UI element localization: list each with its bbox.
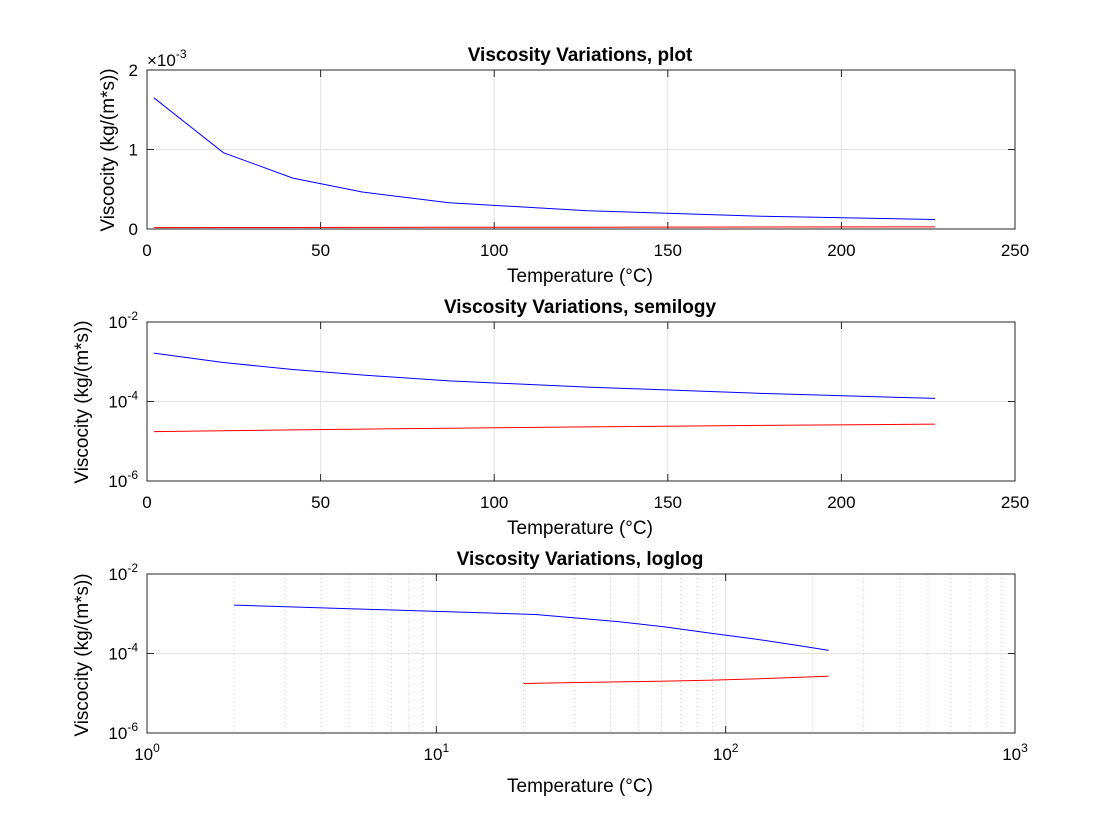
x-tick-label: 100 bbox=[134, 741, 160, 764]
series-lines bbox=[153, 97, 936, 229]
series-line-2 bbox=[523, 675, 829, 685]
x-tick-label: 0 bbox=[142, 241, 151, 260]
y-axis-exponent-multiplier: ×10-3 bbox=[147, 47, 187, 70]
subplot-semilogy: Viscosity Variations, semilogy Temperatu… bbox=[72, 297, 1029, 539]
series-lines bbox=[234, 604, 829, 685]
y-tick-label: 10-4 bbox=[108, 389, 138, 412]
x-axis-label: Temperature (°C) bbox=[507, 776, 653, 797]
y-axis-label: Viscocity (kg/(m*s)) bbox=[98, 68, 119, 231]
series-line-2 bbox=[153, 226, 936, 229]
x-tick-label: 100 bbox=[480, 493, 508, 512]
ticks: 100 101 102 103 10-6 10-4 10-2 bbox=[108, 561, 1028, 764]
x-tick-label: 150 bbox=[654, 493, 682, 512]
series-line-1 bbox=[153, 352, 936, 399]
y-axis-label: Viscocity (kg/(m*s)) bbox=[72, 320, 93, 483]
x-tick-label: 150 bbox=[654, 241, 682, 260]
subplot-title: Viscosity Variations, plot bbox=[468, 45, 693, 66]
axes-box bbox=[146, 573, 1016, 734]
y-tick-label: 10-6 bbox=[108, 468, 138, 491]
ticks: 0 50 100 150 200 250 10-6 10-4 10-2 bbox=[108, 309, 1029, 512]
y-tick-label: 1 bbox=[129, 141, 138, 160]
subplot-loglog: Viscosity Variations, loglog Temperature… bbox=[72, 549, 1028, 797]
x-tick-label: 100 bbox=[480, 241, 508, 260]
x-tick-label: 50 bbox=[311, 493, 330, 512]
axes-box bbox=[146, 321, 1016, 482]
subplot-title: Viscosity Variations, semilogy bbox=[444, 297, 717, 318]
x-tick-label: 200 bbox=[827, 493, 855, 512]
x-tick-label: 50 bbox=[311, 241, 330, 260]
y-axis-label: Viscocity (kg/(m*s)) bbox=[72, 573, 93, 736]
x-tick-label: 103 bbox=[1002, 741, 1028, 764]
x-tick-label: 200 bbox=[827, 241, 855, 260]
y-tick-label: 10-4 bbox=[108, 641, 138, 664]
x-axis-label: Temperature (°C) bbox=[507, 518, 653, 539]
ticks: 0 50 100 150 200 250 0 1 2 bbox=[129, 61, 1030, 260]
x-axis-label: Temperature (°C) bbox=[507, 266, 653, 287]
x-tick-label: 101 bbox=[424, 741, 450, 764]
series-line-1 bbox=[153, 97, 936, 220]
y-tick-label: 10-6 bbox=[108, 720, 138, 743]
subplot-plot: Viscosity Variations, plot Temperature (… bbox=[98, 45, 1029, 287]
axes-box bbox=[146, 69, 1016, 230]
grid bbox=[146, 573, 1016, 734]
y-tick-label: 2 bbox=[129, 61, 138, 80]
series-lines bbox=[153, 352, 936, 433]
subplot-title: Viscosity Variations, loglog bbox=[457, 549, 704, 570]
y-tick-label: 0 bbox=[129, 220, 138, 239]
series-line-2 bbox=[153, 423, 936, 433]
x-tick-label: 102 bbox=[713, 741, 739, 764]
x-tick-label: 250 bbox=[1001, 493, 1029, 512]
y-tick-label: 10-2 bbox=[108, 561, 138, 584]
series-line-1 bbox=[234, 604, 829, 651]
x-tick-label: 250 bbox=[1001, 241, 1029, 260]
y-tick-label: 10-2 bbox=[108, 309, 138, 332]
x-tick-label: 0 bbox=[142, 493, 151, 512]
